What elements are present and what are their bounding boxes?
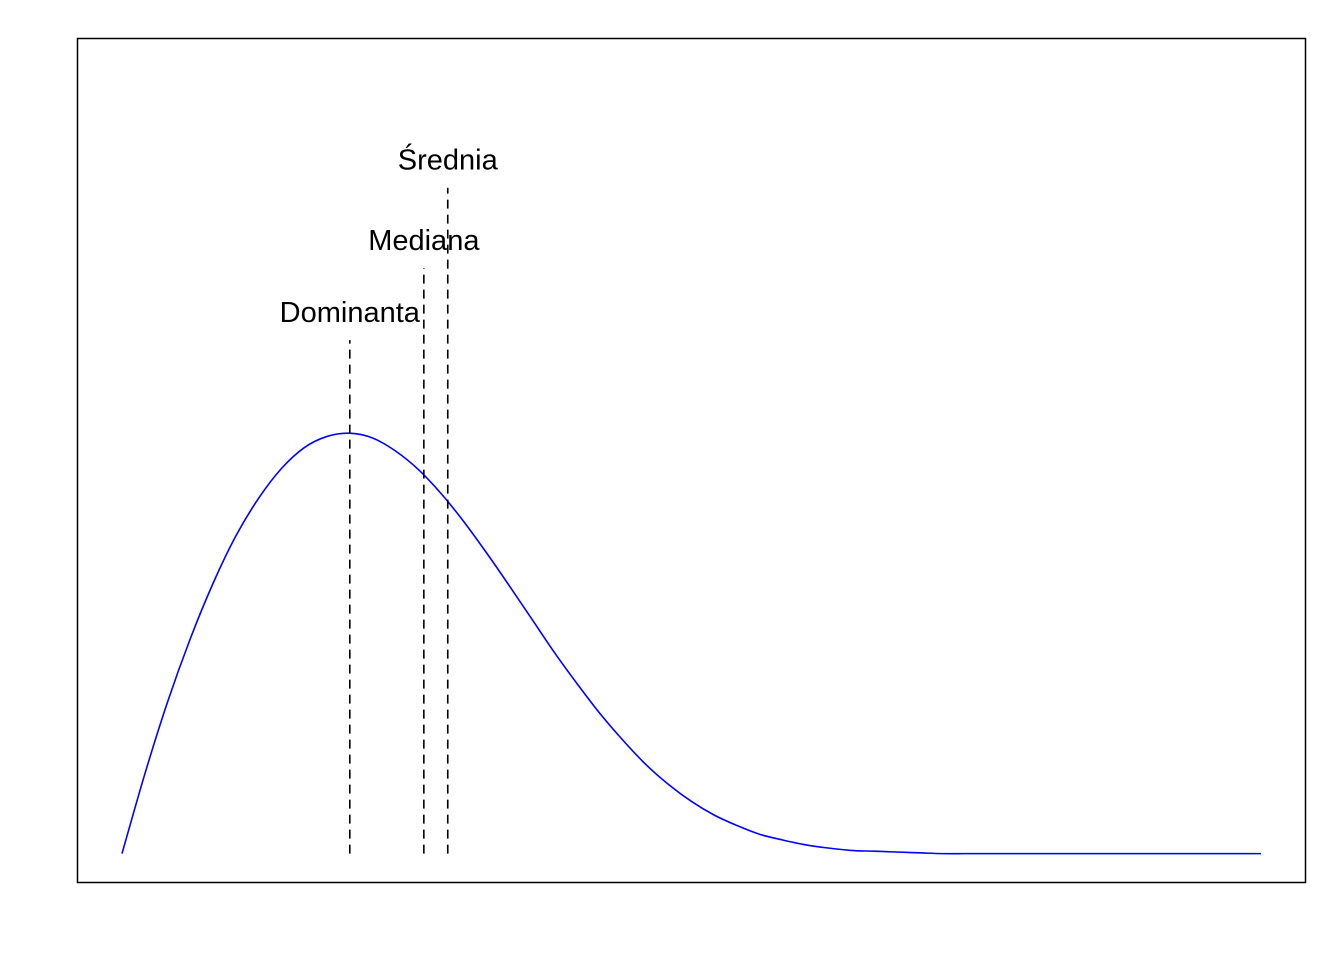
- reference-label-mediana: Mediana: [368, 225, 480, 257]
- plot-frame: [76, 37, 1307, 884]
- reference-label-dominanta: Dominanta: [280, 297, 421, 329]
- reference-lines: Dominanta Mediana Średnia: [280, 143, 499, 854]
- reference-label-średnia: Średnia: [398, 143, 499, 177]
- density-curve: [121, 432, 1261, 855]
